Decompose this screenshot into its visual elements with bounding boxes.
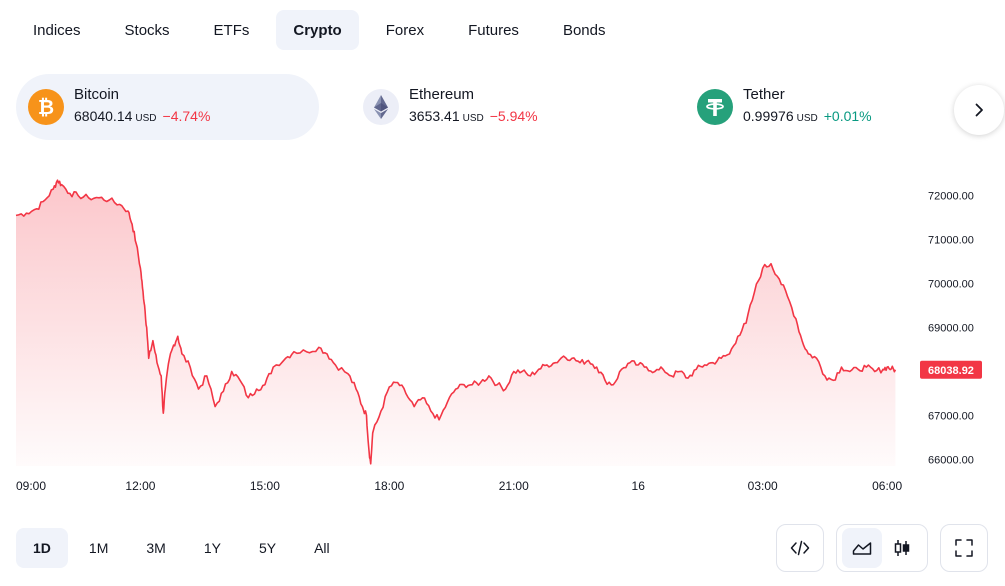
ticker-card-tether[interactable]: Tether 0.99976 USD +0.01% (685, 74, 872, 140)
x-axis-tick-label: 12:00 (125, 479, 155, 493)
last-price-badge: 68038.92 (920, 360, 982, 379)
x-axis-tick-label: 03:00 (748, 479, 778, 493)
range-5y[interactable]: 5Y (258, 540, 277, 556)
bitcoin-icon: ₿ (28, 89, 64, 125)
fullscreen-tool-group (940, 524, 988, 572)
chart-type-group (836, 524, 928, 572)
embed-button[interactable] (780, 528, 820, 568)
svg-text:₿: ₿ (38, 97, 54, 119)
price-chart-svg[interactable]: 72000.0071000.0070000.0069000.0068000.00… (0, 170, 1005, 500)
range-1y[interactable]: 1Y (203, 540, 221, 556)
tether-icon (697, 89, 733, 125)
ticker-change: −4.74% (162, 107, 211, 124)
candlestick-chart-icon (894, 540, 910, 556)
x-axis-tick-label: 06:00 (872, 479, 902, 493)
x-axis-tick-label: 21:00 (499, 479, 529, 493)
tab-indices[interactable]: Indices (33, 21, 81, 39)
fullscreen-button[interactable] (944, 528, 984, 568)
area-chart-button[interactable] (842, 528, 882, 568)
embed-tool-group (776, 524, 824, 572)
code-embed-icon (790, 540, 810, 556)
market-tabs: Indices Stocks ETFs Crypto Forex Futures… (16, 10, 622, 50)
candlestick-chart-button[interactable] (882, 528, 922, 568)
y-axis-tick-label: 67000.00 (928, 410, 974, 422)
ticker-name: Bitcoin (74, 85, 120, 103)
y-axis-tick-label: 69000.00 (928, 322, 974, 334)
range-1m[interactable]: 1M (88, 540, 109, 556)
ethereum-icon (363, 89, 399, 125)
tab-bonds[interactable]: Bonds (562, 21, 606, 39)
ticker-currency: USD (796, 112, 818, 124)
y-axis-tick-label: 71000.00 (928, 235, 974, 247)
area-chart-icon (852, 542, 872, 555)
next-tickers-button[interactable] (954, 85, 1004, 135)
range-selector: 1D 1M 3M 1Y 5Y All (16, 528, 347, 568)
tab-crypto[interactable]: Crypto (276, 10, 359, 50)
y-axis-tick-label: 72000.00 (928, 191, 974, 203)
ticker-price: 68040.14 (74, 107, 133, 124)
ticker-change: −5.94% (489, 107, 538, 124)
range-all[interactable]: All (314, 540, 330, 556)
ticker-carousel: ₿ Bitcoin 68040.14 USD −4.74% Ethereum 365… (16, 74, 1005, 140)
x-axis-tick-label: 16 (632, 479, 646, 493)
ticker-card-bitcoin[interactable]: ₿ Bitcoin 68040.14 USD −4.74% (16, 74, 319, 140)
price-chart[interactable]: 72000.0071000.0070000.0069000.0068000.00… (0, 170, 1005, 500)
price-line (15, 179, 897, 465)
ticker-price: 3653.41 (409, 107, 460, 124)
last-price-label: 68038.92 (928, 365, 974, 377)
tab-futures[interactable]: Futures (468, 21, 519, 39)
tab-etfs[interactable]: ETFs (213, 21, 250, 39)
range-3m[interactable]: 3M (146, 540, 166, 556)
ticker-currency: USD (135, 112, 157, 124)
y-axis-tick-label: 66000.00 (928, 454, 974, 466)
ticker-price: 0.99976 (743, 107, 794, 124)
tab-stocks[interactable]: Stocks (124, 21, 170, 39)
range-1d[interactable]: 1D (16, 528, 68, 568)
ticker-change: +0.01% (823, 107, 872, 124)
ticker-name: Tether (743, 85, 785, 103)
ticker-card-ethereum[interactable]: Ethereum 3653.41 USD −5.94% (351, 74, 538, 140)
price-area-fill (16, 180, 896, 466)
y-axis-tick-label: 70000.00 (928, 279, 974, 291)
ticker-name: Ethereum (409, 85, 475, 103)
ticker-currency: USD (462, 112, 484, 124)
x-axis-tick-label: 09:00 (16, 479, 46, 493)
chevron-right-icon (975, 103, 983, 117)
tab-forex[interactable]: Forex (385, 21, 425, 39)
x-axis-tick-label: 15:00 (250, 479, 280, 493)
fullscreen-icon (955, 539, 973, 557)
x-axis-tick-label: 18:00 (374, 479, 404, 493)
